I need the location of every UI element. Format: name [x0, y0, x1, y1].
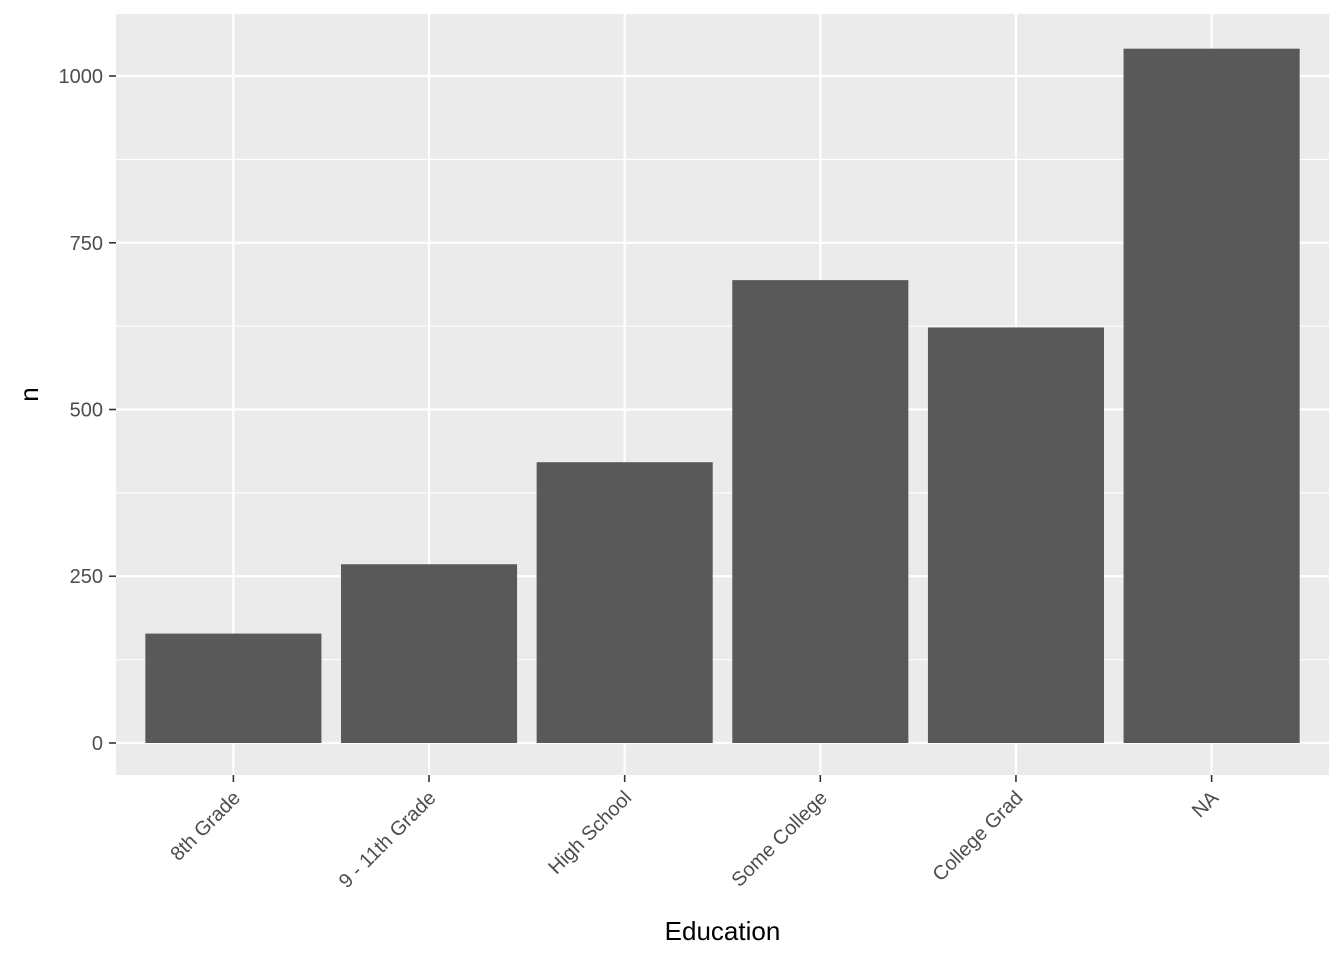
y-tick-label: 750 [70, 233, 103, 255]
bar [732, 280, 909, 743]
bar [340, 564, 518, 743]
bar [536, 462, 713, 743]
y-axis: 0 250 500 750 1000 [59, 66, 116, 755]
x-tick-label: 9 - 11th Grade [335, 787, 441, 893]
bar [145, 633, 322, 743]
x-tick-label: Some College [727, 787, 831, 891]
x-tick-label: College Grad [929, 787, 1028, 886]
x-axis-title: Education [665, 916, 781, 946]
x-tick-label: 8th Grade [166, 787, 244, 865]
bars [145, 48, 1300, 743]
x-tick-label: NA [1188, 787, 1224, 823]
y-axis-title: n [14, 387, 44, 401]
x-axis: 8th Grade 9 - 11th Grade High School Some C… [166, 775, 1224, 893]
y-tick-label: 250 [70, 566, 103, 588]
bar [1123, 48, 1300, 743]
y-tick-label: 0 [92, 733, 103, 755]
y-tick-label: 1000 [59, 66, 104, 88]
y-tick-label: 500 [70, 400, 103, 422]
bar [927, 327, 1105, 743]
x-tick-label: High School [544, 787, 636, 879]
